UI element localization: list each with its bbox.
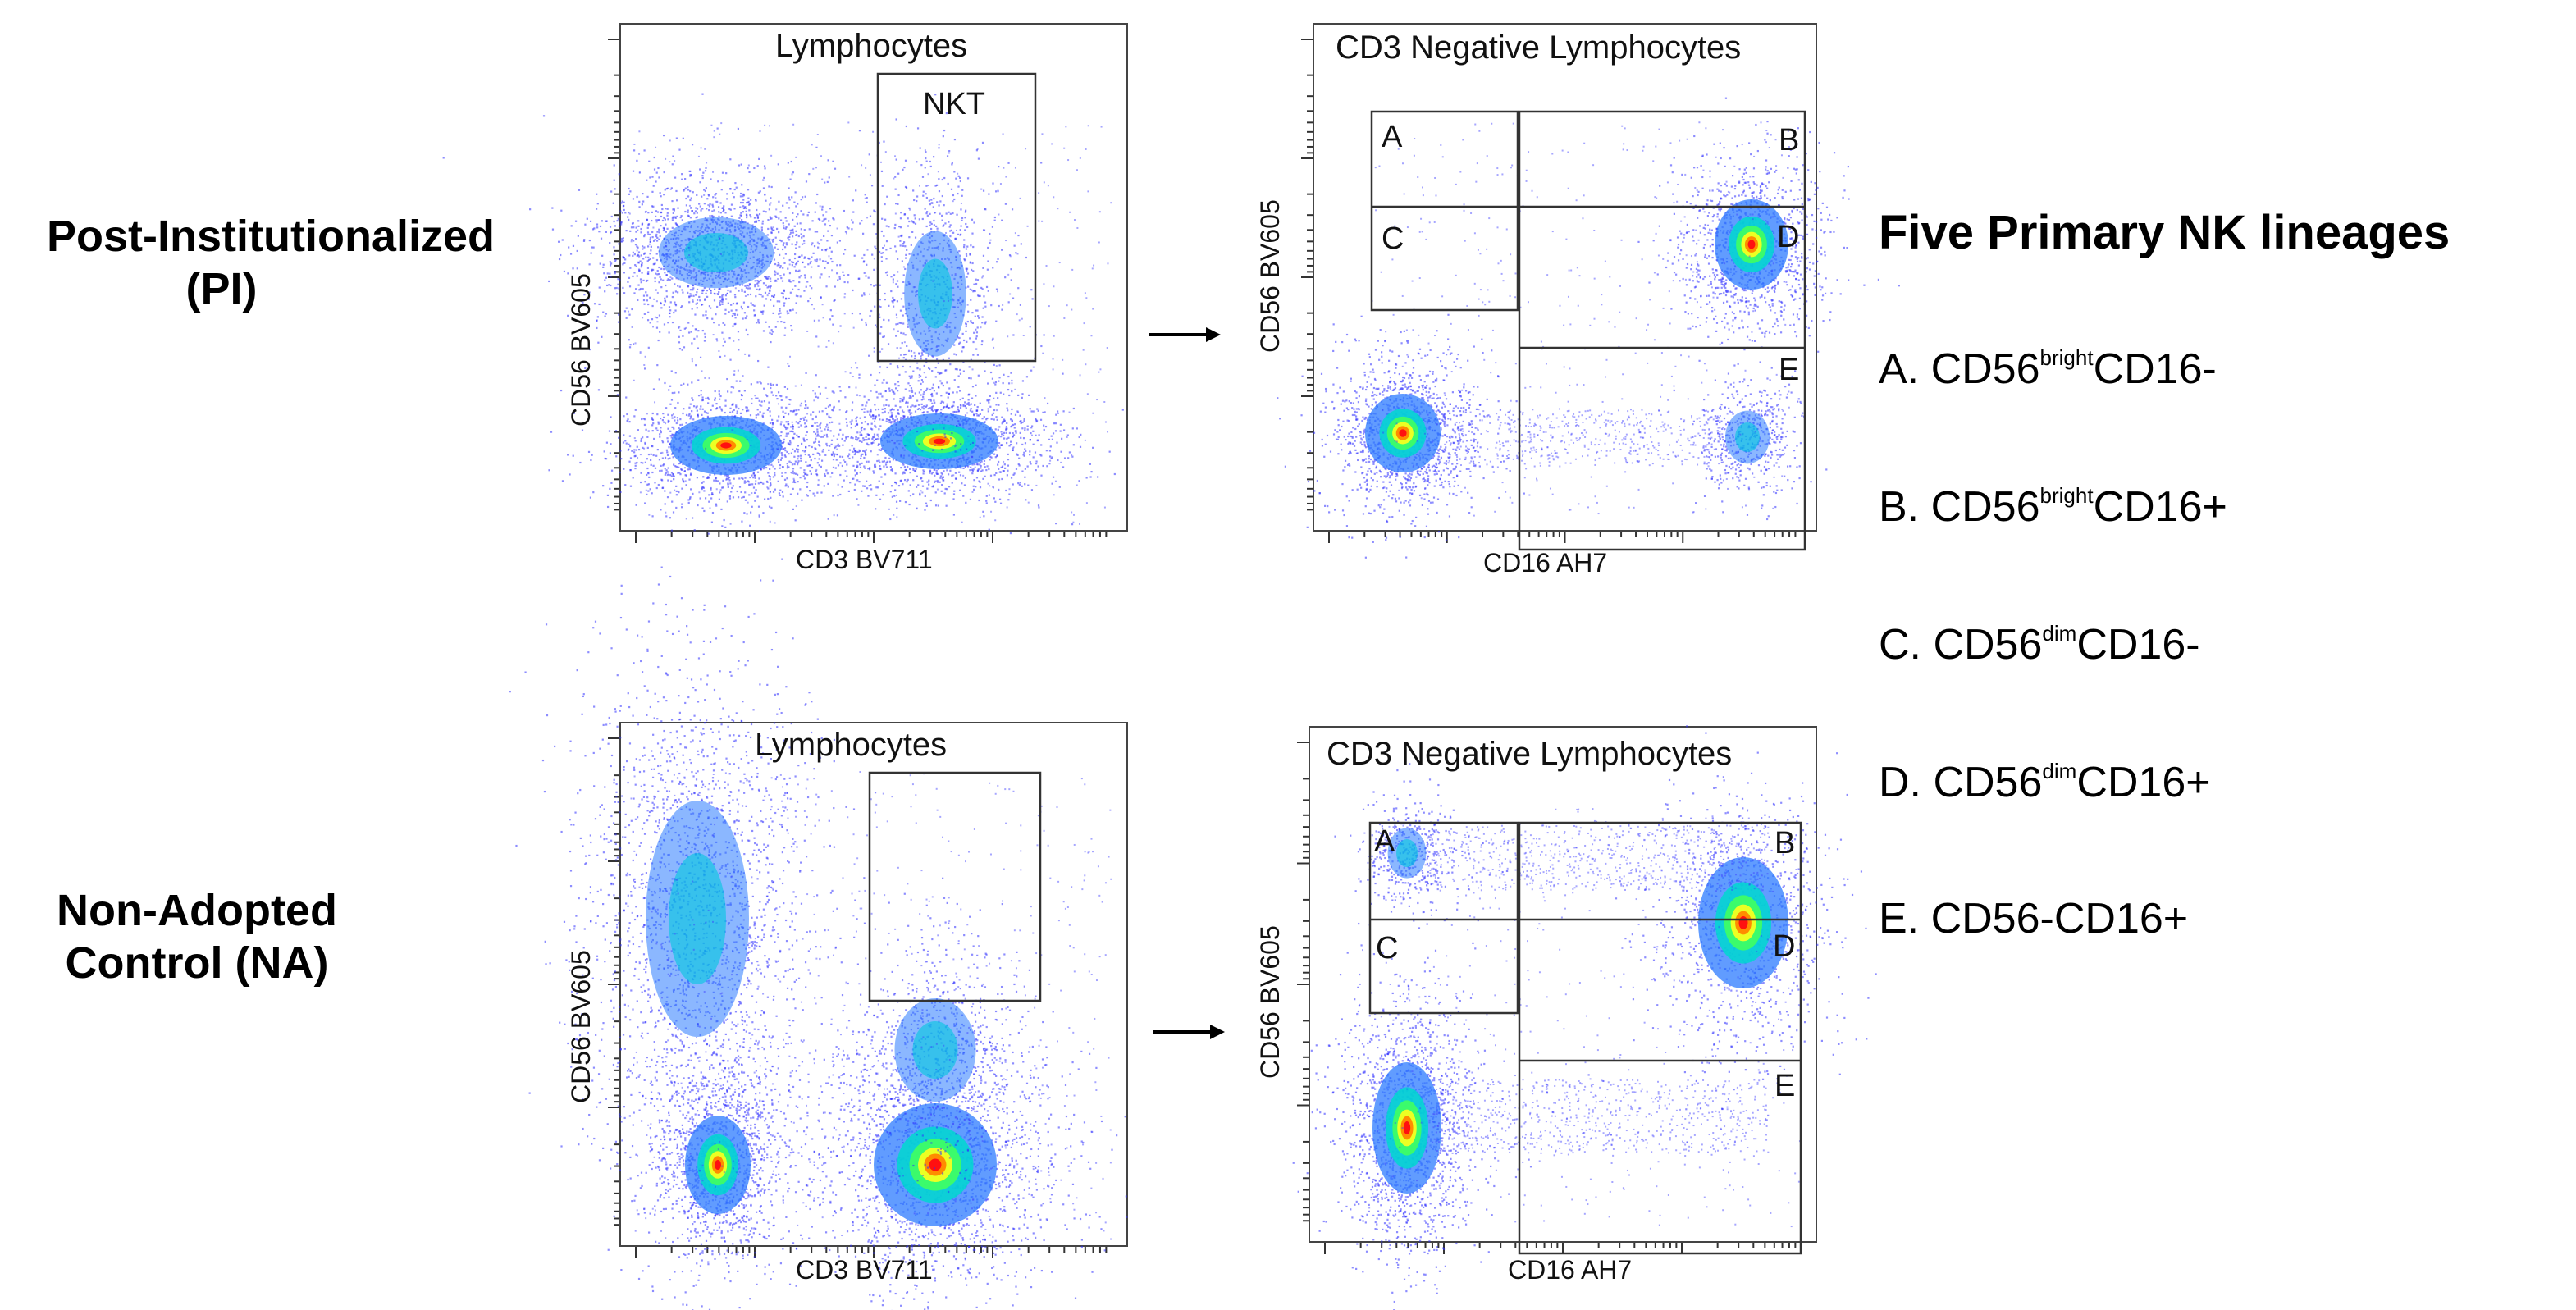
background-events	[1423, 824, 1770, 892]
gate-a-c	[1368, 821, 1519, 1015]
background-events	[1436, 409, 1724, 468]
lineage-item: E. CD56-CD16+	[1879, 894, 2188, 943]
plot-title: Lymphocytes	[775, 28, 967, 65]
y-axis-label: CD56 BV605	[566, 950, 596, 1103]
population-cd3-pos	[751, 334, 1124, 535]
background-events	[1432, 1079, 1770, 1154]
lineage-item: B. CD56brightCD16+	[1879, 482, 2227, 532]
population-double-negative	[593, 1011, 815, 1310]
population-cd56neg-cd16pos	[1673, 363, 1828, 521]
row-label-pi: Post-Institutionalized (PI)	[8, 210, 533, 315]
plot-na-cd3-negative-canvas	[1292, 725, 1877, 1310]
arrow-right-icon	[1153, 1025, 1225, 1039]
plot-title: CD3 Negative Lymphocytes	[1336, 30, 1741, 66]
x-axis-ticks	[635, 1247, 1108, 1258]
population-cd3-pos	[698, 925, 1128, 1310]
x-axis-label: CD3 BV711	[796, 545, 933, 575]
row-label-pi-line1: Post-Institutionalized	[8, 210, 533, 262]
x-axis-label: CD3 BV711	[796, 1255, 933, 1285]
gate-label-c: C	[1376, 931, 1398, 966]
population-cd56-pos-cd3-neg	[442, 93, 967, 386]
population-cd56dim-cd16pos	[1637, 97, 1900, 367]
y-axis-ticks	[1301, 39, 1313, 511]
row-label-pi-line2: (PI)	[0, 262, 533, 315]
lineage-item: C. CD56dimCD16-	[1879, 620, 2200, 669]
gate-label-e: E	[1774, 1069, 1795, 1104]
row-label-na-line2: Control (NA)	[16, 937, 377, 989]
lineages-heading: Five Primary NK lineages	[1879, 205, 2450, 260]
gate-label-nkt: NKT	[923, 87, 985, 122]
plot-pi-lymphocytes: Lymphocytes NKT	[442, 23, 1128, 543]
plot-frame	[1309, 726, 1817, 1243]
x-axis-ticks	[1324, 1243, 1797, 1254]
gate-label-d: D	[1773, 929, 1795, 965]
plot-na-cd3-negative: CD3 Negative Lymphocytes A B C D E	[1292, 725, 1877, 1310]
row-label-na-line1: Non-Adopted	[16, 884, 377, 937]
gate-a-c	[1370, 110, 1519, 312]
population-double-negative	[548, 341, 919, 535]
x-axis-label: CD16 AH7	[1483, 548, 1607, 578]
gate-nkt	[876, 72, 1037, 363]
x-axis-ticks	[635, 532, 1108, 543]
y-axis-ticks	[1297, 742, 1309, 1222]
x-axis-label: CD16 AH7	[1508, 1255, 1632, 1285]
plot-frame	[619, 23, 1128, 532]
arrow-right-icon	[1149, 327, 1221, 342]
y-axis-ticks	[608, 39, 619, 511]
population-nkt	[838, 94, 1043, 488]
y-axis-label: CD56 BV605	[1255, 199, 1286, 353]
population-nkt	[794, 877, 1054, 1226]
background-events	[1371, 121, 1790, 517]
plot-na-lymphocytes-canvas	[509, 461, 1128, 1310]
lineage-item: D. CD56dimCD16+	[1879, 758, 2211, 807]
gate-nkt	[868, 771, 1042, 1002]
population-cd56-neg-cd16-neg	[1277, 313, 1531, 559]
background-events	[630, 771, 1112, 1240]
gate-b-d-e	[1518, 110, 1806, 551]
y-axis-label: CD56 BV605	[1255, 925, 1286, 1079]
row-label-na: Non-Adopted Control (NA)	[16, 884, 377, 989]
gate-label-a: A	[1382, 120, 1402, 155]
plot-title: Lymphocytes	[755, 727, 947, 764]
plot-pi-cd3-negative: CD3 Negative Lymphocytes A B C D E	[1277, 23, 1900, 559]
gate-label-b: B	[1779, 123, 1799, 158]
population-cd56-pos-cd3-neg	[509, 461, 906, 1288]
y-axis-label: CD56 BV605	[566, 273, 596, 427]
plot-na-lymphocytes: Lymphocytes	[509, 461, 1128, 1310]
plot-frame	[1313, 23, 1817, 532]
background-events	[1359, 808, 1802, 1228]
gate-label-c: C	[1382, 221, 1404, 257]
plot-pi-lymphocytes-canvas	[442, 23, 1128, 543]
gate-label-b: B	[1774, 826, 1795, 861]
x-axis-ticks	[1328, 532, 1797, 543]
gate-label-d: D	[1777, 220, 1799, 255]
population-cd56dim-cd16pos	[1587, 725, 1877, 1121]
gate-label-e: E	[1779, 353, 1799, 388]
plot-pi-cd3-negative-canvas	[1277, 23, 1900, 559]
gate-label-a: A	[1374, 824, 1395, 860]
population-cd56bright	[1334, 763, 1470, 929]
lineage-item: A. CD56brightCD16-	[1879, 345, 2217, 394]
population-cd56-neg-cd16-neg	[1292, 919, 1532, 1310]
gate-b-d-e	[1518, 821, 1802, 1255]
background-events	[628, 121, 1112, 525]
plot-title: CD3 Negative Lymphocytes	[1327, 736, 1732, 773]
